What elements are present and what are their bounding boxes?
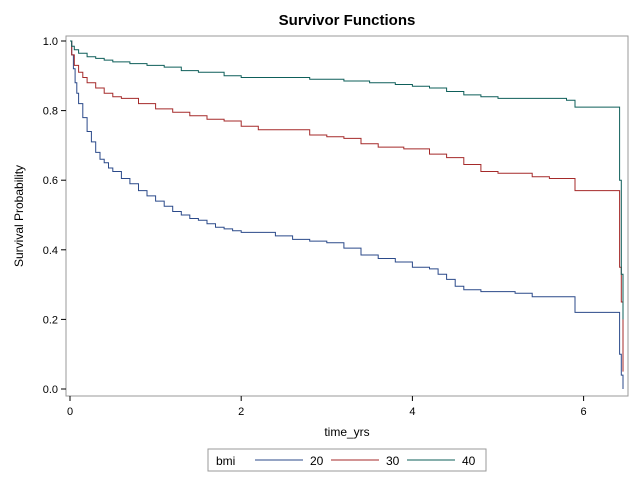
legend-items: 20 30 40 xyxy=(255,454,476,468)
x-axis-label: time_yrs xyxy=(324,425,369,439)
legend-label-20: 20 xyxy=(310,454,324,468)
series-line-40 xyxy=(70,40,624,320)
y-tick-label: 0.4 xyxy=(43,245,58,257)
legend-label-30: 30 xyxy=(386,454,400,468)
x-tick-label: 2 xyxy=(238,406,244,418)
plot-frame xyxy=(65,35,629,397)
series-lines xyxy=(70,40,624,389)
y-tick-label: 1.0 xyxy=(43,36,58,48)
legend-label-40: 40 xyxy=(462,454,476,468)
y-tick-label: 0.6 xyxy=(43,175,58,187)
x-tick-label: 0 xyxy=(67,406,73,418)
legend: bmi 20 30 40 xyxy=(207,448,487,472)
axis-ticks: 0 2 4 6 0.0 0.2 0.4 0.6 0.8 1.0 xyxy=(43,36,587,418)
series-line-30 xyxy=(70,40,624,372)
x-tick-label: 4 xyxy=(409,406,415,418)
legend-title: bmi xyxy=(216,454,235,468)
series-line-20 xyxy=(70,40,624,389)
y-tick-label: 0.2 xyxy=(43,314,58,326)
x-tick-label: 6 xyxy=(581,406,587,418)
y-axis-label: Survival Probability xyxy=(12,165,26,267)
y-tick-label: 0.0 xyxy=(43,384,58,396)
chart-title: Survivor Functions xyxy=(279,12,416,29)
y-tick-label: 0.8 xyxy=(43,106,58,118)
